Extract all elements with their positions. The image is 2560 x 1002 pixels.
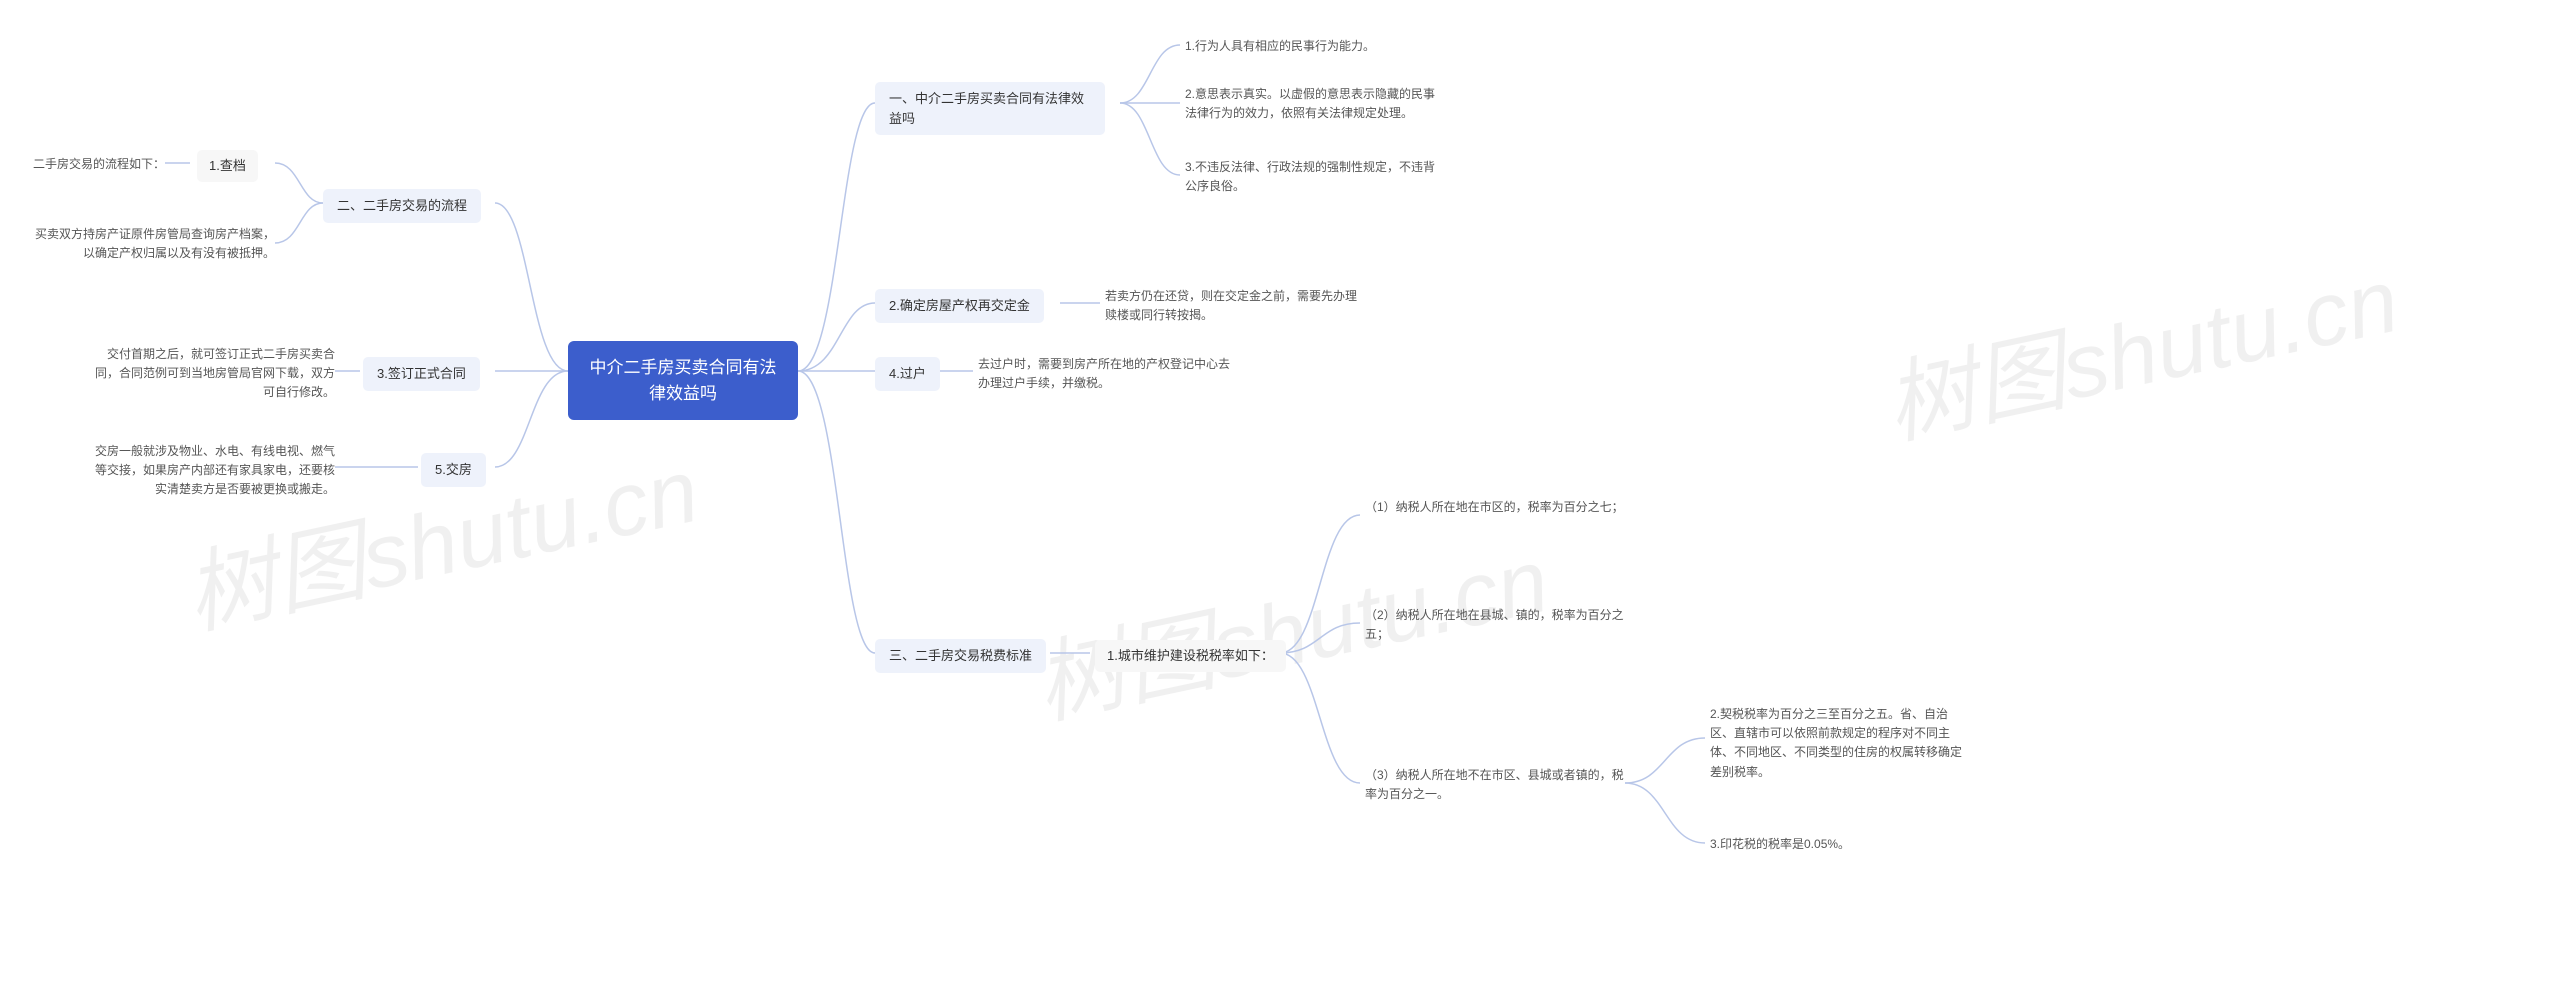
leaf-tax-n2: （2）纳税人所在地在县城、镇的，税率为百分之五； — [1365, 606, 1625, 644]
watermark-right: 树图shutu.cn — [1872, 227, 2408, 462]
leaf-s2-n1: 二手房交易的流程如下： — [30, 155, 165, 174]
node-1-check[interactable]: 1.查档 — [197, 150, 258, 182]
leaf-tax-d2: 3.印花税的税率是0.05%。 — [1710, 835, 1970, 854]
leaf-s1-n2: 2.意思表示真实。以虚假的意思表示隐藏的民事法律行为的效力，依照有关法律规定处理… — [1185, 85, 1445, 123]
sub-tax[interactable]: 1.城市维护建设税税率如下： — [1095, 640, 1286, 672]
section-3-sign[interactable]: 3.签订正式合同 — [363, 357, 480, 391]
leaf-s2c: 若卖方仍在还贷，则在交定金之前，需要先办理赎楼或同行转按揭。 — [1105, 287, 1365, 325]
leaf-tax-n3: （3）纳税人所在地不在市区、县城或者镇的，税率为百分之一。 — [1365, 766, 1625, 804]
root-node[interactable]: 中介二手房买卖合同有法律效益吗 — [568, 341, 798, 420]
section-2c[interactable]: 2.确定房屋产权再交定金 — [875, 289, 1044, 323]
section-4[interactable]: 4.过户 — [875, 357, 940, 391]
section-3c[interactable]: 三、二手房交易税费标准 — [875, 639, 1046, 673]
leaf-tax-n1: （1）纳税人所在地在市区的，税率为百分之七； — [1365, 498, 1625, 517]
section-2[interactable]: 二、二手房交易的流程 — [323, 189, 481, 223]
leaf-s1-n1: 1.行为人具有相应的民事行为能力。 — [1185, 37, 1375, 56]
leaf-s1-n3: 3.不违反法律、行政法规的强制性规定，不违背公序良俗。 — [1185, 158, 1445, 196]
leaf-s2-n2: 买卖双方持房产证原件房管局查询房产档案，以确定产权归属以及有没有被抵押。 — [30, 225, 275, 263]
section-1[interactable]: 一、中介二手房买卖合同有法律效益吗 — [875, 82, 1105, 135]
leaf-tax-d1: 2.契税税率为百分之三至百分之五。省、自治区、直辖市可以依照前款规定的程序对不同… — [1710, 705, 1970, 782]
connectors — [0, 0, 2560, 1002]
leaf-s3: 交付首期之后，就可签订正式二手房买卖合同，合同范例可到当地房管局官网下载，双方可… — [85, 345, 335, 403]
leaf-s4: 去过户时，需要到房产所在地的产权登记中心去办理过户手续，并缴税。 — [978, 355, 1238, 393]
section-5-fang[interactable]: 5.交房 — [421, 453, 486, 487]
leaf-s5: 交房一般就涉及物业、水电、有线电视、燃气等交接，如果房产内部还有家具家电，还要核… — [85, 442, 335, 500]
